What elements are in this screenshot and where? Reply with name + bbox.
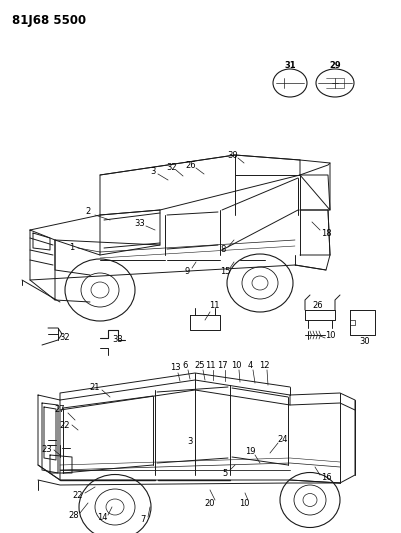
- Text: 3: 3: [187, 438, 193, 447]
- Text: 21: 21: [90, 383, 100, 392]
- Text: 11: 11: [209, 301, 219, 310]
- Text: 28: 28: [69, 512, 79, 521]
- Text: 19: 19: [245, 448, 255, 456]
- Text: 10: 10: [231, 360, 241, 369]
- Text: 13: 13: [170, 362, 180, 372]
- Text: 10: 10: [325, 330, 335, 340]
- Text: 30: 30: [228, 151, 238, 160]
- Text: 25: 25: [195, 360, 205, 369]
- Text: 12: 12: [259, 360, 269, 369]
- Text: 29: 29: [329, 61, 341, 69]
- Text: 24: 24: [278, 435, 288, 445]
- Text: 27: 27: [55, 406, 65, 415]
- Text: 5: 5: [223, 469, 228, 478]
- Text: 20: 20: [205, 498, 215, 507]
- Text: 32: 32: [60, 334, 70, 343]
- Text: 6: 6: [182, 360, 188, 369]
- Text: 26: 26: [186, 160, 196, 169]
- Text: 31: 31: [284, 61, 296, 69]
- Text: 9: 9: [184, 266, 190, 276]
- Text: 81J68 5500: 81J68 5500: [12, 14, 86, 27]
- Text: 26: 26: [313, 301, 323, 310]
- Text: 10: 10: [239, 498, 249, 507]
- Text: 30: 30: [360, 337, 370, 346]
- Text: 33: 33: [113, 335, 124, 344]
- Text: 4: 4: [247, 360, 253, 369]
- Text: 16: 16: [321, 473, 331, 482]
- Text: 17: 17: [217, 360, 227, 369]
- Text: 7: 7: [140, 515, 146, 524]
- Text: 22: 22: [60, 421, 70, 430]
- Text: 32: 32: [167, 164, 177, 173]
- Text: 2: 2: [85, 207, 91, 216]
- Text: 8: 8: [220, 246, 226, 254]
- Text: 23: 23: [42, 446, 52, 455]
- Text: 18: 18: [321, 229, 331, 238]
- Text: 3: 3: [150, 166, 156, 175]
- Text: 22: 22: [73, 490, 83, 499]
- Text: 33: 33: [135, 220, 146, 229]
- Text: 1: 1: [69, 244, 75, 253]
- Text: 14: 14: [97, 513, 107, 522]
- Text: 11: 11: [205, 360, 215, 369]
- Text: 15: 15: [220, 266, 230, 276]
